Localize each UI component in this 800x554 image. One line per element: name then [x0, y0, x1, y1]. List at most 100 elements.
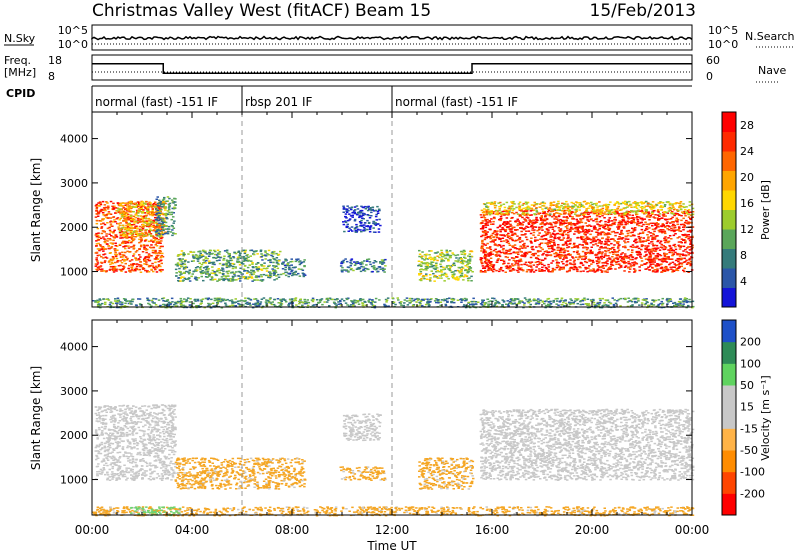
data-cell — [119, 260, 122, 262]
data-cell — [230, 259, 234, 262]
data-cell — [210, 253, 213, 255]
data-cell — [674, 259, 678, 262]
data-cell — [161, 269, 164, 271]
data-cell — [568, 268, 572, 270]
data-cell — [195, 278, 198, 281]
data-cell — [552, 269, 555, 271]
data-cell — [355, 226, 358, 229]
data-cell — [458, 276, 462, 278]
data-cell — [607, 236, 610, 238]
data-cell — [599, 269, 603, 271]
data-cell — [522, 269, 525, 272]
data-cell — [111, 256, 115, 258]
data-cell — [148, 233, 151, 236]
data-cell — [142, 209, 145, 211]
data-cell — [682, 210, 686, 213]
data-cell — [664, 265, 668, 268]
data-cell — [517, 203, 521, 205]
data-cell — [367, 214, 371, 217]
data-cell — [610, 220, 614, 222]
data-cell — [590, 225, 593, 227]
data-cell — [686, 210, 690, 213]
data-cell — [115, 245, 119, 247]
data-cell — [157, 238, 160, 241]
data-cell — [566, 227, 569, 229]
data-cell — [587, 213, 590, 215]
data-cell — [453, 273, 456, 275]
data-cell — [479, 269, 483, 272]
data-cell — [119, 222, 122, 224]
data-cell — [484, 234, 488, 236]
data-cell — [661, 223, 665, 225]
data-cell — [367, 222, 371, 224]
data-cell — [569, 221, 572, 224]
data-cell — [624, 200, 627, 203]
data-cell — [225, 251, 229, 253]
data-cell — [204, 250, 207, 252]
data-cell — [235, 279, 238, 281]
data-cell — [350, 258, 354, 260]
data-cell — [596, 265, 600, 267]
data-cell — [647, 258, 650, 261]
data-cell — [158, 209, 161, 211]
data-cell — [530, 242, 533, 244]
data-cell — [98, 201, 102, 203]
data-cell — [496, 261, 499, 263]
data-cell — [447, 278, 450, 280]
data-cell — [349, 268, 353, 271]
data-cell — [155, 237, 158, 240]
data-cell — [139, 264, 143, 266]
data-cell — [132, 263, 135, 265]
data-cell — [641, 244, 645, 247]
data-cell — [136, 234, 140, 236]
data-cell — [110, 246, 114, 248]
data-cell — [672, 253, 676, 255]
data-cell — [582, 241, 585, 243]
data-cell — [132, 253, 136, 255]
data-cell — [610, 268, 613, 270]
data-cell — [276, 267, 280, 270]
data-cell — [104, 209, 107, 212]
data-cell — [425, 253, 428, 256]
data-cell — [155, 208, 158, 210]
data-cell — [556, 246, 560, 248]
data-cell — [200, 272, 203, 275]
data-cell — [513, 247, 517, 249]
data-cell — [124, 231, 128, 233]
data-cell — [551, 228, 555, 230]
data-cell — [602, 204, 606, 206]
data-cell — [344, 258, 347, 260]
data-cell — [680, 214, 683, 217]
data-cell — [592, 212, 596, 215]
data-cell — [418, 274, 421, 276]
data-cell — [553, 208, 557, 211]
data-cell — [496, 245, 500, 247]
data-cell — [141, 205, 144, 208]
data-cell — [273, 250, 276, 253]
data-cell — [621, 220, 625, 222]
data-cell — [525, 264, 529, 266]
data-cell — [604, 203, 608, 206]
data-cell — [666, 269, 669, 272]
data-cell — [657, 229, 661, 232]
data-cell — [558, 230, 562, 233]
data-cell — [531, 248, 534, 250]
data-cell — [301, 269, 305, 271]
data-cell — [95, 210, 98, 212]
data-cell — [634, 202, 637, 205]
data-cell — [614, 234, 617, 237]
data-cell — [502, 251, 505, 254]
data-cell — [569, 240, 572, 242]
data-cell — [610, 263, 613, 266]
data-cell — [606, 247, 609, 250]
data-cell — [544, 266, 548, 269]
data-cell — [594, 228, 597, 231]
data-cell — [206, 273, 209, 275]
data-cell — [148, 224, 152, 227]
data-cell — [363, 213, 366, 216]
data-cell — [596, 238, 600, 241]
data-cell — [106, 213, 109, 215]
data-cell — [361, 224, 364, 227]
data-cell — [530, 266, 533, 268]
data-cell — [490, 234, 493, 237]
